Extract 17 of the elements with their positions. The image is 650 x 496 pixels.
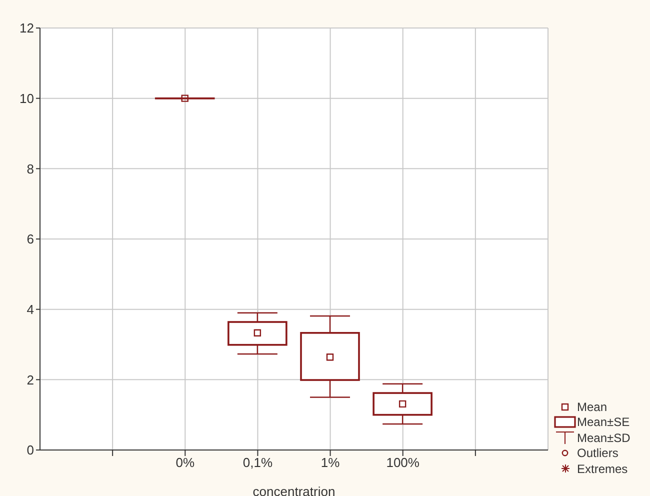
x-tick-label: 0,1% [242,455,273,470]
text: Mean±SE [577,415,630,430]
x-axis-title: concentratrion [252,484,336,496]
text: Outliers [577,446,618,460]
text: Mean±SD [577,430,630,445]
y-tick-label: 12 [20,20,34,36]
y-tick-label: 8 [26,161,34,176]
x-tick-label: 1% [320,455,340,470]
x-tick-label: 100% [386,455,420,470]
x-tick-label: 0% [176,455,195,470]
y-tick-label: 2 [26,372,34,388]
y-tick-label: 4 [26,302,34,317]
text: Extremes [577,462,628,476]
text: Mean [577,400,608,414]
y-tick-label: 6 [26,232,34,247]
y-tick-label: 0 [26,442,34,458]
y-tick-label: 10 [20,90,34,106]
